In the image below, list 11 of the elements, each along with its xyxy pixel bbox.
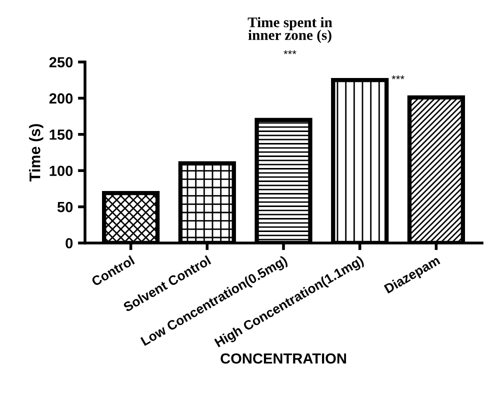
y-tick-label: 150	[50, 130, 73, 140]
y-axis-title: Time (s)	[29, 124, 44, 182]
y-tick-label: 200	[49, 93, 73, 104]
y-tick-label: 250	[49, 57, 73, 68]
text: ***	[284, 50, 296, 54]
chart-title: Time spent in inner zone (s)	[248, 17, 332, 43]
x-axis-title: CONCENTRATION	[220, 353, 346, 364]
y-tick-label: 50	[57, 202, 73, 212]
annotation: ***	[392, 75, 404, 80]
y-tick-label: 100	[50, 166, 73, 176]
y-tick-label: 0	[66, 238, 73, 248]
